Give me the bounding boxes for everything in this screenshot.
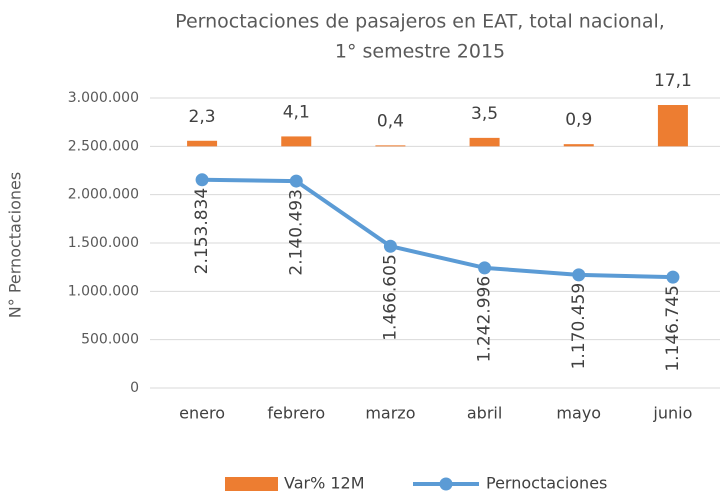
line-marker bbox=[478, 261, 492, 275]
legend-label: Var% 12M bbox=[284, 474, 365, 493]
y-tick-label: 2.500.000 bbox=[68, 138, 139, 154]
bar-value-label: 0,4 bbox=[377, 111, 404, 131]
x-tick-label: marzo bbox=[365, 404, 415, 423]
legend-label: Pernoctaciones bbox=[486, 474, 607, 493]
bar-value-label: 2,3 bbox=[189, 107, 216, 127]
bar bbox=[563, 144, 594, 147]
y-tick-label: 0 bbox=[130, 380, 139, 396]
line-value-label: 1.466.605 bbox=[380, 254, 400, 341]
legend-marker bbox=[439, 477, 453, 491]
chart-title: 1° semestre 2015 bbox=[335, 41, 505, 63]
bar-value-label: 3,5 bbox=[471, 104, 498, 124]
bar bbox=[657, 105, 688, 147]
line-value-label: 2.140.493 bbox=[286, 189, 306, 276]
y-tick-label: 1.500.000 bbox=[68, 235, 139, 251]
x-tick-label: enero bbox=[179, 404, 225, 423]
y-axis-label: N° Pernoctaciones bbox=[6, 172, 25, 318]
line bbox=[202, 177, 673, 280]
y-tick-label: 1.000.000 bbox=[68, 283, 139, 299]
bar-value-label: 17,1 bbox=[654, 71, 692, 91]
x-tick-label: mayo bbox=[556, 404, 601, 423]
line-value-label: 2.153.834 bbox=[192, 188, 212, 275]
x-tick-label: abril bbox=[467, 404, 502, 423]
line-value-label: 1.146.745 bbox=[663, 285, 683, 372]
y-tick-label: 2.000.000 bbox=[68, 187, 139, 203]
y-tick-label: 3.000.000 bbox=[68, 90, 139, 106]
x-tick-label: febrero bbox=[267, 404, 325, 423]
x-tick-label: junio bbox=[652, 404, 692, 423]
line-marker bbox=[383, 239, 397, 253]
y-tick-label: 500.000 bbox=[81, 332, 139, 348]
bar-value-label: 4,1 bbox=[283, 102, 310, 122]
bar bbox=[375, 145, 406, 147]
line-value-label: 1.242.996 bbox=[475, 276, 495, 363]
line-marker bbox=[666, 270, 680, 284]
line-value-label: 1.170.459 bbox=[569, 283, 589, 370]
chart-title: Pernoctaciones de pasajeros en EAT, tota… bbox=[175, 11, 665, 33]
legend-swatch bbox=[225, 477, 278, 491]
line-marker bbox=[289, 174, 303, 188]
bar bbox=[187, 140, 218, 147]
line-marker bbox=[572, 268, 586, 282]
bar-value-label: 0,9 bbox=[565, 110, 592, 130]
bar bbox=[281, 136, 312, 147]
line-marker bbox=[195, 173, 209, 187]
bar bbox=[469, 137, 500, 147]
